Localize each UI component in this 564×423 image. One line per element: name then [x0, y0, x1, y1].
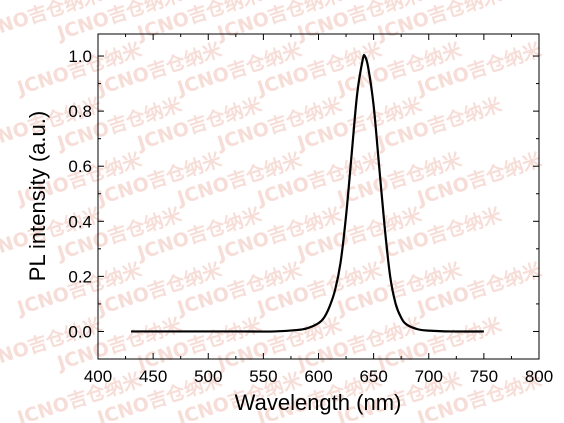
- y-tick-label: 0.4: [68, 212, 92, 231]
- plot-frame: [97, 33, 540, 360]
- x-tick-label: 750: [470, 367, 498, 386]
- x-tick-label: 550: [249, 367, 277, 386]
- x-tick-label: 800: [525, 367, 553, 386]
- y-tick-label: 0.2: [68, 267, 92, 286]
- tick-labels: 400 450 500 550 600 650 700 750 800 0.0 0.2 0.4 0.6 0…: [68, 47, 553, 386]
- x-tick-label: 450: [139, 367, 167, 386]
- x-tick-label: 700: [415, 367, 443, 386]
- y-tick-label: 0.0: [68, 322, 92, 341]
- x-tick-label: 650: [359, 367, 387, 386]
- x-tick-label: 500: [194, 367, 222, 386]
- x-tick-label: 400: [84, 367, 112, 386]
- x-tick-label: 600: [304, 367, 332, 386]
- y-tick-label: 0.6: [68, 157, 92, 176]
- y-tick-label: 0.8: [68, 102, 92, 121]
- y-tick-label: 1.0: [68, 47, 92, 66]
- x-axis-title: Wavelength (nm): [235, 390, 402, 415]
- series-line: [131, 54, 484, 333]
- y-axis-title: PL intensity (a.u.): [25, 111, 50, 281]
